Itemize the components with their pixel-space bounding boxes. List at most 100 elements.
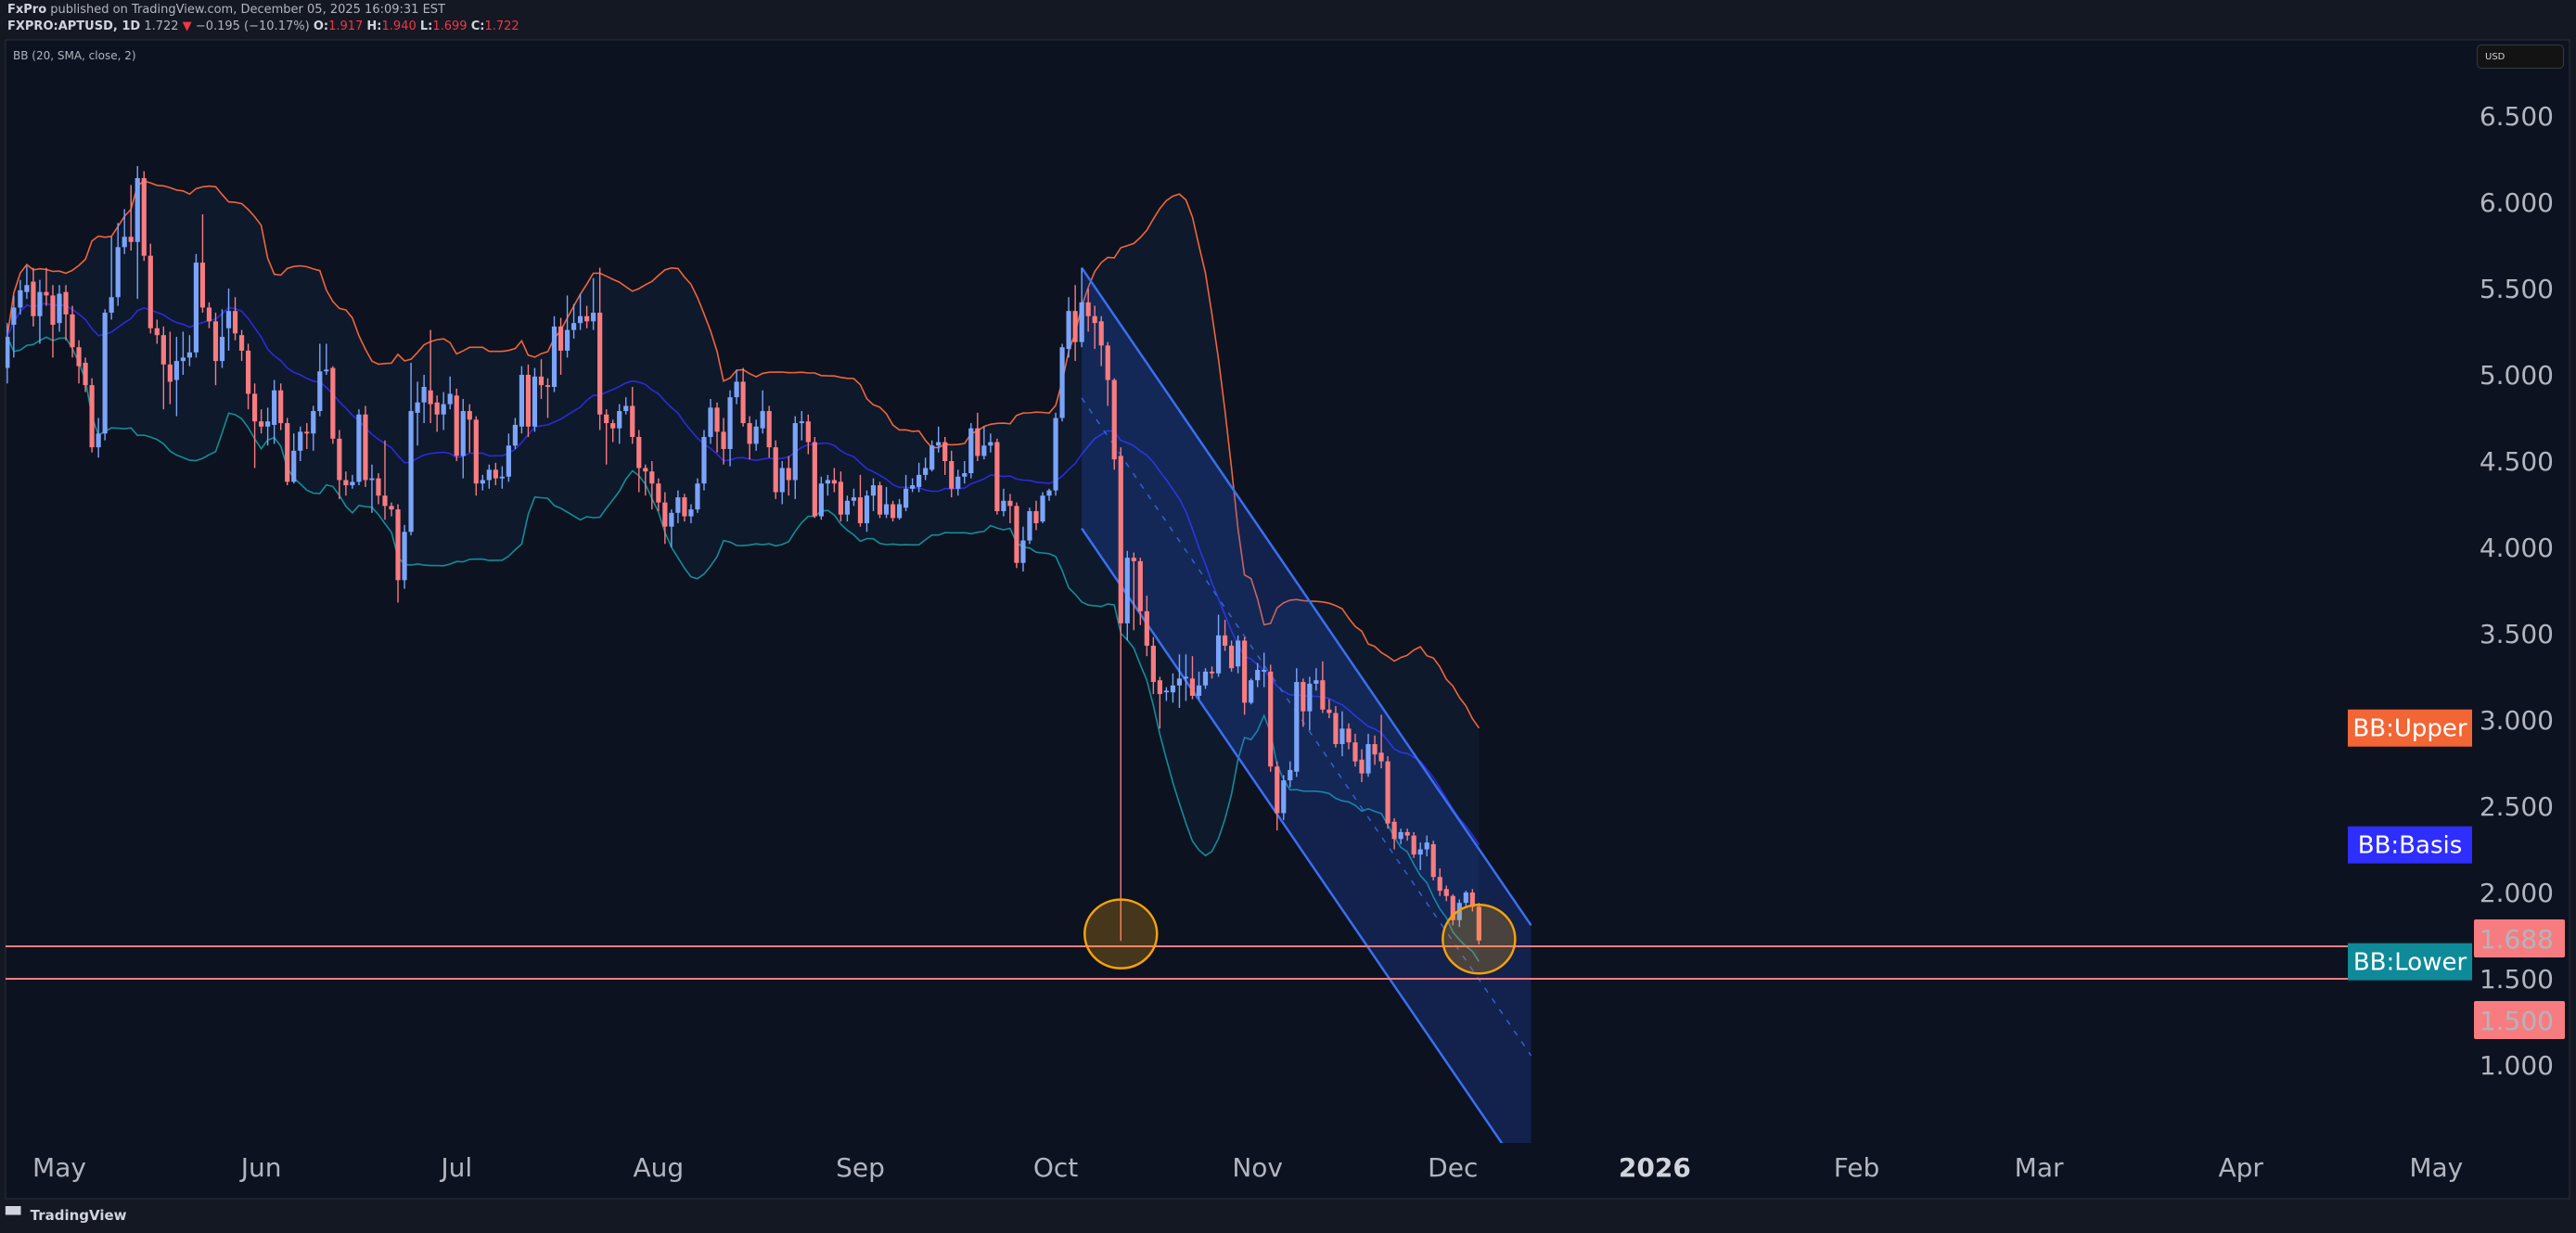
candle-body [467,411,472,420]
candle-body [76,347,82,366]
candles [6,165,1481,944]
candle-body [330,367,336,439]
time-tick-label: Apr [2218,1152,2263,1183]
candle-body [923,468,929,475]
candle-body [212,321,219,362]
candle-body [1339,728,1345,745]
candle-body [1229,646,1235,669]
candle-body [395,509,401,581]
candle-body [180,357,186,362]
candle-body [604,414,609,424]
candle-body [486,469,492,481]
candle-body [857,497,864,523]
candle-body [31,281,36,316]
candle-body [115,247,121,298]
candle-body [851,497,857,501]
candle-body [128,237,134,242]
candle-body [337,438,342,481]
price-tick-label: 3.500 [2480,619,2554,649]
candle-body [225,311,232,328]
time-tick-label: 2026 [1619,1152,1691,1183]
currency-button[interactable]: USD [2477,45,2564,69]
candle-body [1046,490,1052,496]
candle-body [1326,709,1332,713]
candle-body [682,497,687,517]
candle-body [96,433,101,448]
highlight-circle[interactable] [1083,898,1159,970]
bb-axis-label-bg [2348,826,2472,864]
time-tick-label: Nov [1232,1152,1283,1183]
highlight-circle[interactable] [1442,903,1517,975]
candle-body [24,285,30,292]
candle-body [1124,558,1130,623]
candle-body [636,436,642,469]
candle-body [557,326,564,351]
channel-lower-line[interactable] [1081,527,1531,1187]
close-value: 1.722 [484,19,519,33]
candle-body [1163,690,1169,693]
candle-body [545,385,551,388]
time-tick-label: Sep [836,1152,885,1183]
candle-body [1170,685,1176,693]
candle-body [1242,640,1248,703]
candle-body [1268,671,1274,767]
candle-body [447,393,453,405]
time-axis[interactable]: May Jun Jul Aug Sep Oct Nov Dec 2026 Feb Mar Apr May [32,1152,2463,1183]
candle-body [1150,646,1156,683]
indicator-legend[interactable]: BB (20, SMA, close, 2) [13,49,136,62]
candle-body [324,369,329,372]
candle-body [1072,311,1078,342]
candle-body [147,255,153,328]
candle-body [1275,766,1280,814]
time-tick-label: Dec [1428,1152,1478,1183]
candle-body [649,471,655,484]
horizontal-levels[interactable] [6,945,2472,980]
candle-body [1215,635,1222,674]
bb-axis-label: BB:Lower [2353,949,2467,977]
candle-body [578,315,583,324]
candle-body [760,411,765,429]
channel-upper-line[interactable] [1081,266,1532,927]
candle-body [591,313,596,322]
close-label: C: [470,19,485,33]
candle-body [493,469,498,479]
candle-body [962,473,968,477]
bb-axis-label: BB:Basis [2358,832,2463,860]
candle-body [408,411,414,533]
candle-body [1196,685,1202,696]
highlight-circles[interactable] [1083,898,1517,975]
price-axis[interactable]: 1.000 1.500 2.000 2.500 3.000 3.500 4.000 4.500… [2480,101,2554,1081]
candle-body [454,395,459,456]
candle-body [831,480,837,484]
candle-body [1033,510,1039,523]
published-text: published on TradingView.com, December 0… [50,3,445,17]
candle-body [1209,671,1215,674]
price-tick-label: 2.500 [2480,791,2554,822]
candle-body [916,474,922,487]
bb-axis-label-bg [2348,943,2472,981]
candle-body [389,506,394,510]
candle-body [89,385,95,448]
candle-body [421,387,427,403]
candle-body [6,337,10,368]
candle-body [1476,906,1481,941]
price-tick-label: 4.000 [2480,533,2554,563]
candle-body [1079,302,1084,342]
candle-body [538,376,545,386]
candle-body [1059,347,1065,418]
candle-body [441,404,446,415]
candle-body [623,405,629,412]
candle-body [1236,640,1241,667]
candle-body [122,237,127,248]
candle-body [1391,821,1397,840]
candle-body [402,532,407,581]
publish-info: FxPro published on TradingView.com, Dece… [7,3,445,17]
candle-body [747,423,752,444]
candle-body [1085,302,1091,316]
high-value: 1.940 [381,19,417,33]
candle-body [1118,456,1123,623]
candle-body [265,421,271,427]
candle-body [975,428,980,456]
price-tick-label: 1.500 [2480,964,2554,995]
